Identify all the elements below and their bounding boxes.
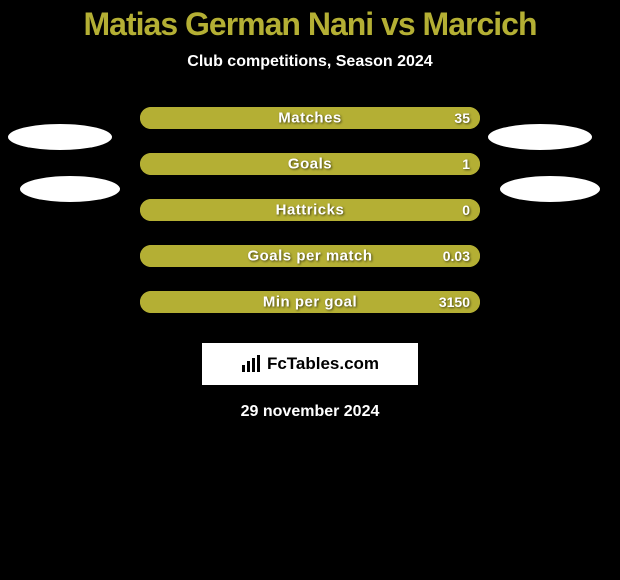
player-ellipse	[500, 176, 600, 202]
logo-box: FcTables.com	[202, 343, 418, 385]
stat-label: Goals per match	[140, 248, 480, 265]
stat-label: Min per goal	[140, 294, 480, 311]
stat-value-right: 35	[454, 110, 470, 126]
player-ellipse	[488, 124, 592, 150]
stat-row: Goals1	[0, 153, 620, 175]
stat-value-right: 0	[462, 202, 470, 218]
stat-value-right: 0.03	[443, 248, 470, 264]
stat-row: Min per goal3150	[0, 291, 620, 313]
stat-bar: Goals per match0.03	[140, 245, 480, 267]
stat-row: Hattricks0	[0, 199, 620, 221]
infographic-root: Matias German Nani vs Marcich Club compe…	[0, 0, 620, 421]
stat-value-right: 1	[462, 156, 470, 172]
player-ellipse	[20, 176, 120, 202]
stat-bar: Hattricks0	[140, 199, 480, 221]
player-ellipse	[8, 124, 112, 150]
stat-bar: Matches35	[140, 107, 480, 129]
logo-text: FcTables.com	[267, 354, 379, 374]
logo: FcTables.com	[241, 354, 379, 374]
chart-icon	[241, 355, 261, 373]
page-title: Matias German Nani vs Marcich	[0, 6, 620, 43]
stat-label: Hattricks	[140, 202, 480, 219]
stat-bar: Goals1	[140, 153, 480, 175]
stat-row: Goals per match0.03	[0, 245, 620, 267]
stat-label: Goals	[140, 156, 480, 173]
stat-value-right: 3150	[439, 294, 470, 310]
subtitle: Club competitions, Season 2024	[0, 53, 620, 71]
stat-label: Matches	[140, 110, 480, 127]
stat-bar: Min per goal3150	[140, 291, 480, 313]
date-text: 29 november 2024	[0, 403, 620, 421]
